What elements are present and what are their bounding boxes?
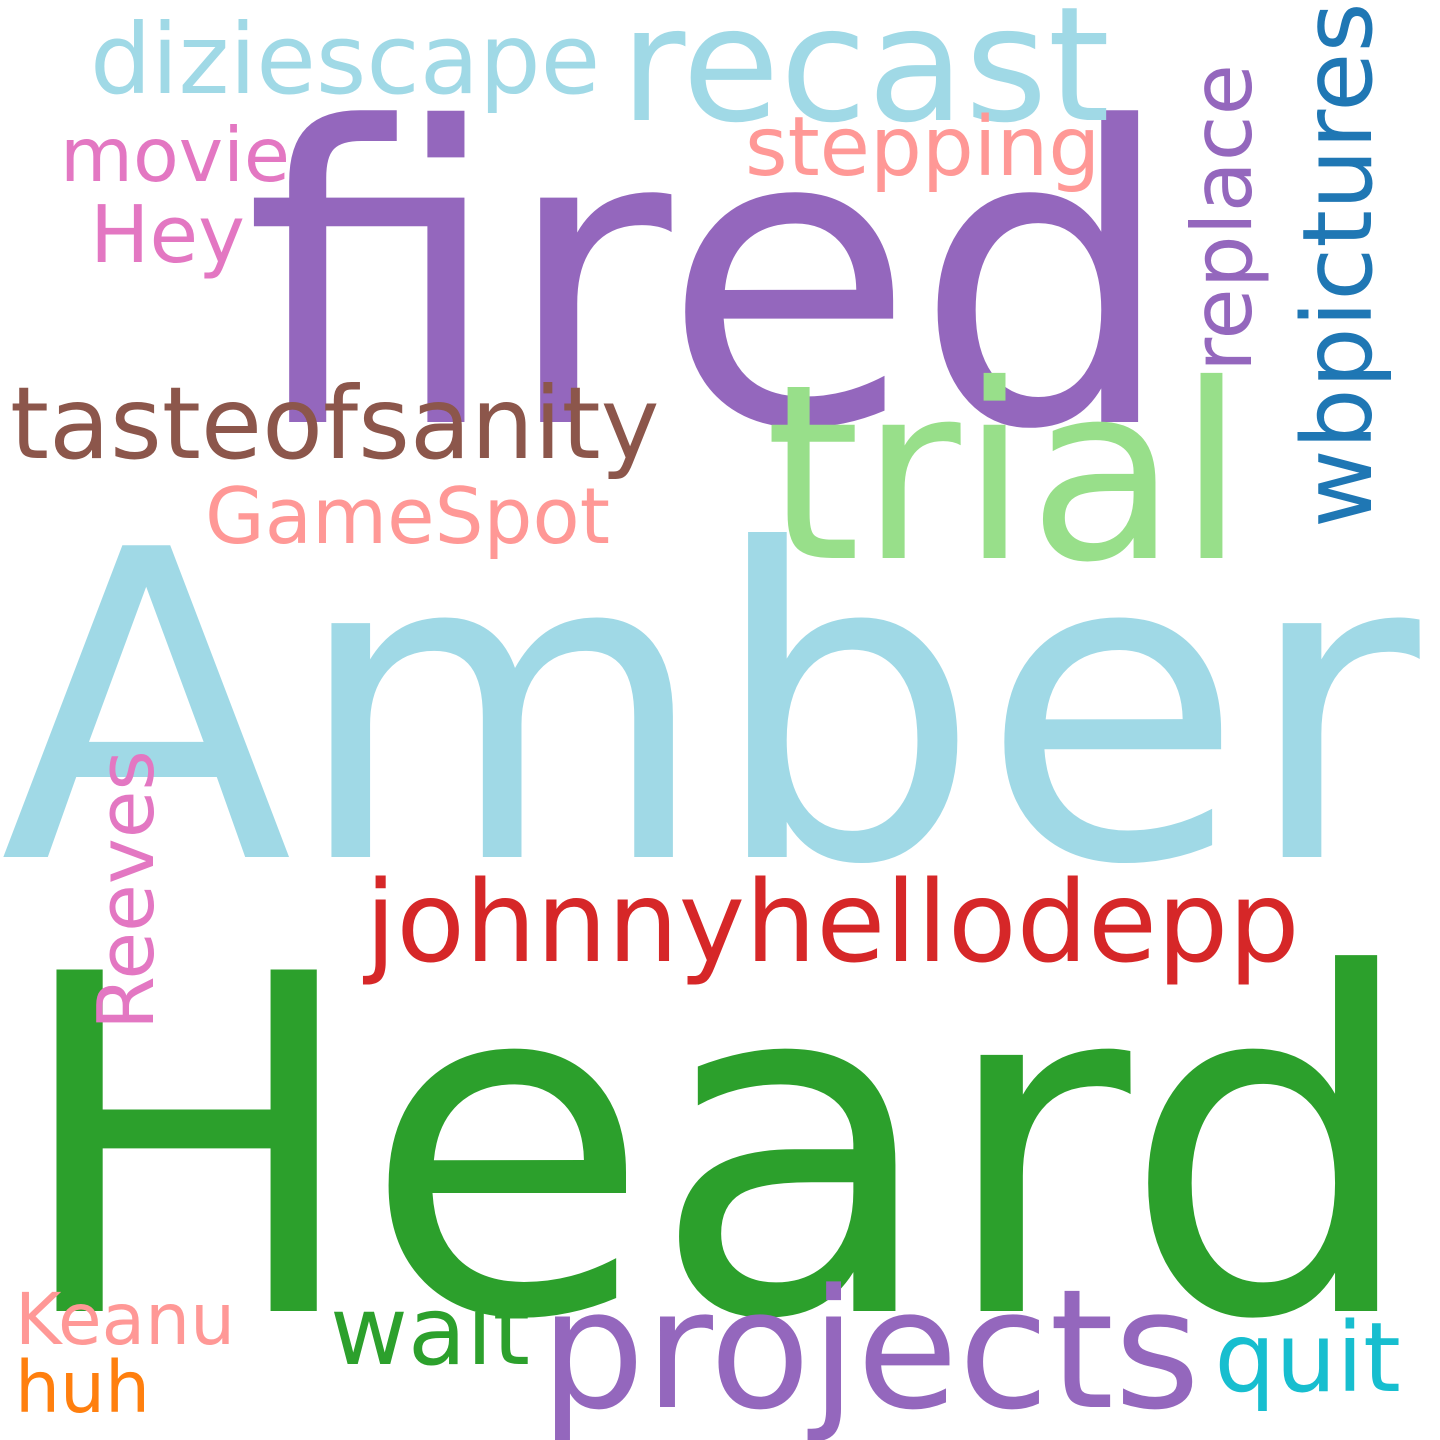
word-huh: huh <box>15 1346 151 1429</box>
word-diziescape: diziescape <box>90 2 601 116</box>
word-stepping: stepping <box>745 99 1101 195</box>
word-amber: Amber <box>0 460 1420 958</box>
word-movie: movie <box>60 110 291 199</box>
word-projects: projects <box>540 1253 1201 1440</box>
word-fired: fired <box>244 41 1176 519</box>
word-reeves: Reeves <box>81 750 172 1030</box>
word-wbpictures: wbpictures <box>1281 2 1394 528</box>
word-keanu: Keanu <box>15 1277 236 1361</box>
word-heard: Heard <box>10 877 1420 1422</box>
word-gamespot: GameSpot <box>205 472 610 562</box>
word-hey: Hey <box>90 188 245 281</box>
word-johnnyhellodepp: johnnyhellodepp <box>365 856 1300 988</box>
word-trial: trial <box>765 333 1246 616</box>
word-replace: replace <box>1174 63 1271 372</box>
word-recast: recast <box>620 0 1110 158</box>
word-quit: quit <box>1214 1301 1401 1414</box>
word-tasteofsanity: tasteofsanity <box>10 367 660 482</box>
word-wait: wait <box>330 1277 531 1387</box>
